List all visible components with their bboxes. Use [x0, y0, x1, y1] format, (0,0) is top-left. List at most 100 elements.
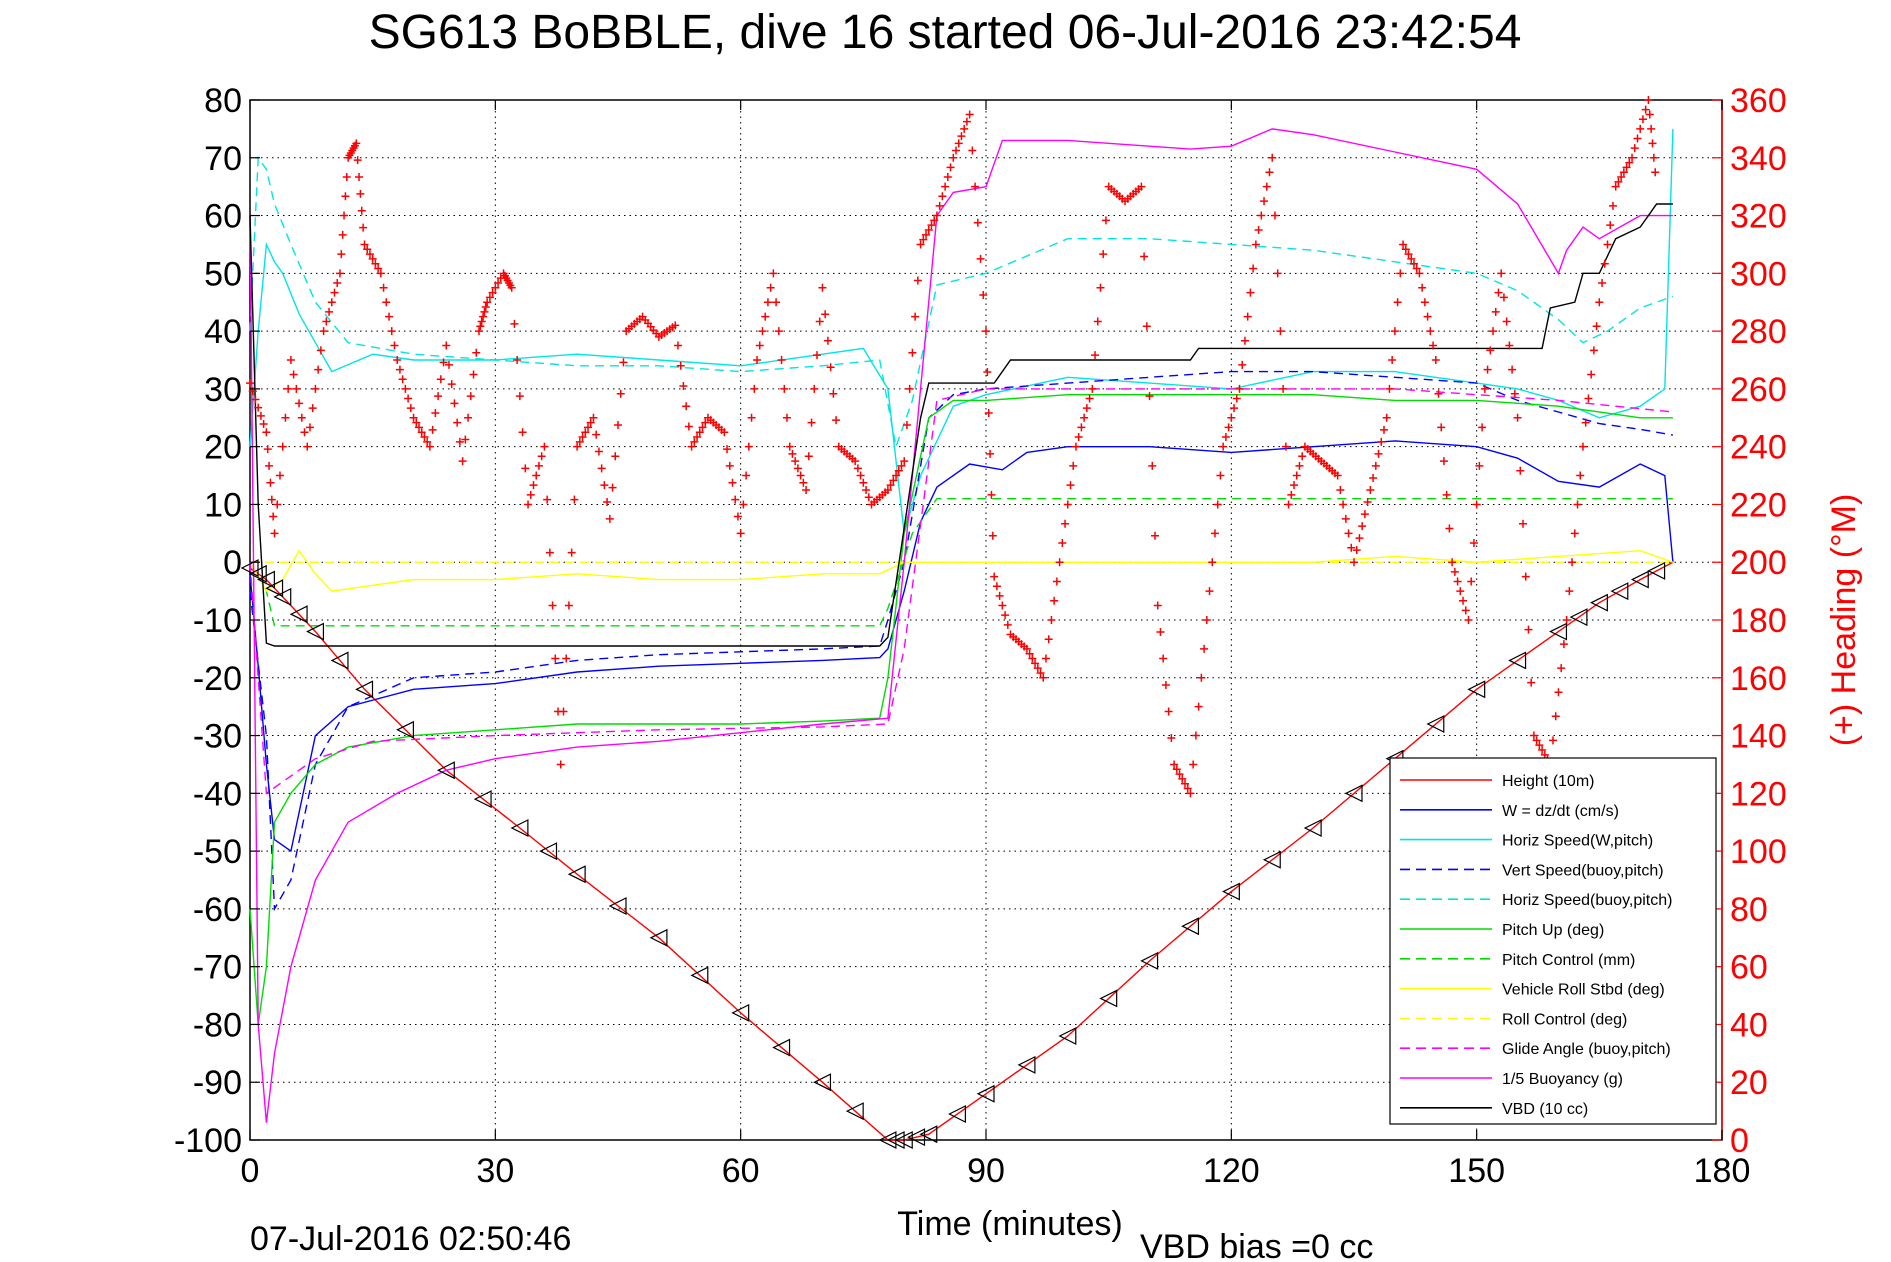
- heading-point: [1069, 461, 1078, 470]
- triangle-marker: [330, 651, 349, 670]
- heading-point: [988, 531, 997, 540]
- heading-point: [1489, 327, 1498, 336]
- heading-point: [804, 452, 813, 461]
- heading-point: [1559, 640, 1568, 649]
- triangle-marker: [1262, 850, 1281, 869]
- heading-point: [464, 413, 473, 422]
- triangle-marker: [1610, 582, 1629, 601]
- heading-point: [246, 379, 254, 388]
- heading-point: [1249, 264, 1258, 273]
- heading-point: [1153, 601, 1162, 610]
- heading-point: [1216, 471, 1225, 480]
- heading-point: [913, 276, 922, 285]
- heading-point: [772, 298, 781, 307]
- heading-point: [409, 413, 418, 422]
- heading-point: [1273, 269, 1282, 278]
- heading-point: [265, 461, 274, 470]
- right-tick-label: 60: [1730, 949, 1768, 987]
- heading-point: [987, 490, 996, 499]
- heading-point: [1208, 558, 1217, 567]
- heading-point: [984, 408, 993, 417]
- heading-point: [1611, 182, 1620, 191]
- heading-point: [1363, 498, 1372, 507]
- heading-point: [886, 481, 895, 490]
- heading-point: [1052, 577, 1061, 586]
- heading-point: [491, 283, 500, 292]
- heading-point: [1415, 269, 1424, 278]
- heading-point: [761, 312, 770, 321]
- heading-point: [1284, 500, 1293, 509]
- left-tick-label: -90: [193, 1064, 242, 1102]
- heading-point: [1636, 124, 1645, 133]
- heading-point: [513, 356, 522, 364]
- triangle-marker: [1303, 819, 1322, 837]
- right-tick-label: 260: [1730, 371, 1787, 409]
- triangle-marker: [473, 790, 492, 809]
- heading-point: [305, 423, 314, 432]
- heading-point: [889, 476, 898, 485]
- heading-point: [832, 416, 841, 425]
- x-tick-label: 90: [967, 1152, 1005, 1190]
- heading-point: [1344, 529, 1353, 538]
- heading-point: [1619, 168, 1628, 177]
- heading-point: [543, 495, 552, 504]
- heading-point: [1448, 558, 1457, 567]
- heading-point: [676, 361, 685, 370]
- heading-point: [856, 471, 865, 480]
- heading-point: [545, 548, 554, 557]
- heading-point: [1232, 394, 1241, 403]
- heading-point: [474, 327, 483, 336]
- heading-point: [1276, 327, 1285, 336]
- heading-point: [1412, 264, 1421, 273]
- heading-point: [570, 495, 579, 504]
- heading-point: [1568, 558, 1577, 567]
- heading-point: [1469, 538, 1478, 547]
- heading-point: [1159, 654, 1168, 663]
- triangle-marker: [948, 1105, 966, 1123]
- heading-point: [1093, 317, 1102, 326]
- heading-point: [286, 356, 295, 364]
- heading-point: [1172, 765, 1181, 774]
- heading-point: [275, 471, 284, 480]
- heading-point: [1630, 144, 1639, 153]
- heading-point: [269, 512, 278, 521]
- heading-point: [1028, 654, 1037, 663]
- triangle-marker: [731, 1003, 750, 1022]
- heading-point: [575, 437, 584, 446]
- heading-point: [911, 312, 920, 321]
- heading-point: [472, 348, 481, 357]
- heading-point: [278, 442, 287, 451]
- heading-point: [1404, 250, 1413, 259]
- heading-point: [300, 428, 309, 437]
- right-tick-label: 140: [1730, 718, 1787, 756]
- heading-point: [1025, 649, 1034, 658]
- heading-point: [971, 182, 980, 191]
- heading-point: [1374, 449, 1383, 458]
- heading-point: [986, 449, 995, 458]
- triangle-marker: [1058, 1027, 1077, 1045]
- triangle-marker: [510, 819, 529, 837]
- heading-point: [442, 341, 451, 350]
- heading-point: [393, 356, 402, 364]
- heading-point: [905, 384, 914, 393]
- heading-point: [342, 173, 351, 182]
- heading-point: [1442, 490, 1451, 499]
- heading-point: [1401, 245, 1410, 254]
- heading-point: [1205, 587, 1214, 596]
- heading-point: [1082, 404, 1091, 413]
- heading-point: [744, 442, 753, 451]
- heading-point: [341, 192, 350, 201]
- triangle-marker: [1508, 651, 1527, 670]
- heading-point: [469, 370, 478, 379]
- series-line-4: [249, 155, 1674, 450]
- x-axis: 0 30 60 90 120 150 180: [241, 100, 1750, 1190]
- heading-point: [1647, 124, 1656, 133]
- triangle-marker: [265, 579, 284, 598]
- heading-point: [1385, 384, 1394, 393]
- heading-point: [284, 384, 293, 393]
- heading-point: [352, 139, 361, 148]
- heading-point: [420, 433, 429, 442]
- heading-point: [1565, 587, 1574, 596]
- heading-point: [1298, 452, 1307, 461]
- heading-point: [401, 384, 410, 393]
